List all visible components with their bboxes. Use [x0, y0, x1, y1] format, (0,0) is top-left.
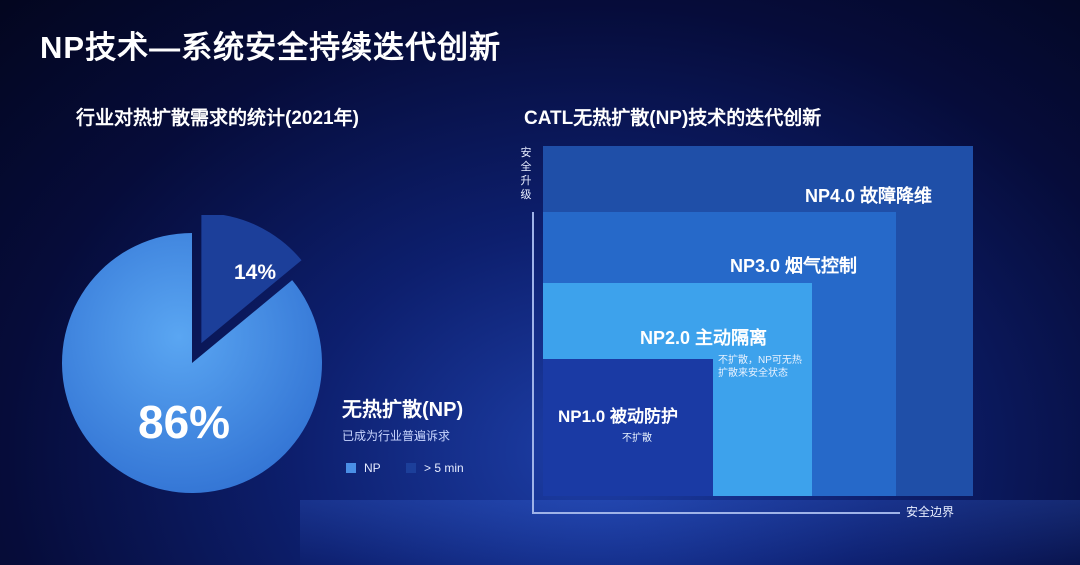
level-label-np3: NP3.0 烟气控制	[730, 256, 858, 276]
pie-label-np: 86%	[138, 396, 231, 448]
level-note-np1: 不扩散	[622, 433, 652, 444]
level-label-np1: NP1.0 被动防护	[558, 407, 678, 426]
level-note-np2: 不扩散，NP可无热扩散来安全状态	[718, 355, 802, 379]
pie-slice-np	[61, 232, 323, 493]
staircase-title: CATL无热扩散(NP)技术的迭代创新	[524, 108, 822, 129]
np-subtext: 已成为行业普遍诉求	[342, 429, 451, 443]
axis-y-label: 安全升级	[520, 147, 532, 201]
floor-glow	[300, 500, 1080, 565]
legend-swatch-np	[346, 463, 356, 473]
pie-slice-5min	[201, 215, 302, 344]
pie-chart	[61, 215, 323, 493]
level-block-np1	[543, 359, 713, 496]
legend-label-5min: > 5 min	[424, 461, 464, 475]
np-heading: 无热扩散(NP)	[342, 399, 464, 421]
legend-swatch-5min	[406, 463, 416, 473]
legend-label-np: NP	[364, 461, 381, 475]
pie-chart-title: 行业对热扩散需求的统计(2021年)	[76, 108, 359, 129]
level-label-np4: NP4.0 故障降维	[805, 186, 933, 206]
page-title: NP技术—系统安全持续迭代创新	[40, 30, 502, 65]
pie-label-5min: 14%	[234, 261, 277, 284]
legend-item-5min: > 5 min	[406, 461, 464, 475]
legend-item-np: NP	[346, 461, 381, 475]
axis-x-label: 安全边界	[906, 505, 955, 519]
level-label-np2: NP2.0 主动隔离	[640, 328, 768, 348]
axis-y	[532, 212, 534, 514]
axis-x	[532, 512, 900, 514]
